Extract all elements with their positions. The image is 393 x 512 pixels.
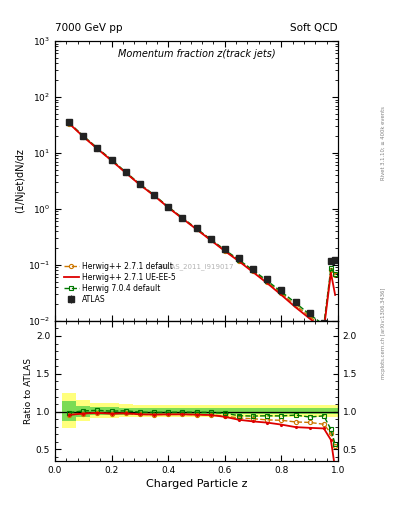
Text: ATLAS_2011_I919017: ATLAS_2011_I919017 [159, 264, 234, 270]
Text: mcplots.cern.ch [arXiv:1306.3436]: mcplots.cern.ch [arXiv:1306.3436] [381, 287, 386, 378]
Legend: Herwig++ 2.7.1 default, Herwig++ 2.7.1 UE-EE-5, Herwig 7.0.4 default, ATLAS: Herwig++ 2.7.1 default, Herwig++ 2.7.1 U… [61, 259, 179, 307]
Herwig++ 2.7.1 UE-EE-5 [109, 158, 114, 164]
Y-axis label: (1/Njet)dN/dz: (1/Njet)dN/dz [15, 148, 25, 214]
Herwig++ 2.7.1 UE-EE-5 [321, 327, 326, 333]
Herwig++ 2.7.1 default [251, 268, 255, 274]
Herwig 7.0.4 default [67, 120, 72, 126]
Herwig++ 2.7.1 default [208, 237, 213, 243]
Herwig++ 2.7.1 UE-EE-5 [95, 146, 100, 152]
Herwig++ 2.7.1 UE-EE-5 [265, 280, 270, 286]
Herwig++ 2.7.1 UE-EE-5 [81, 134, 86, 140]
Herwig 7.0.4 default [208, 236, 213, 242]
Herwig++ 2.7.1 default [95, 146, 100, 152]
Herwig++ 2.7.1 default [166, 204, 171, 210]
X-axis label: Charged Particle z: Charged Particle z [146, 479, 247, 489]
Herwig++ 2.7.1 default [222, 248, 227, 254]
Line: Herwig++ 2.7.1 default: Herwig++ 2.7.1 default [67, 121, 337, 330]
Herwig 7.0.4 default [333, 271, 338, 278]
Herwig++ 2.7.1 default [152, 193, 156, 199]
Text: Soft QCD: Soft QCD [290, 23, 338, 33]
Herwig 7.0.4 default [138, 181, 142, 187]
Herwig++ 2.7.1 default [333, 272, 338, 279]
Herwig 7.0.4 default [123, 169, 128, 175]
Text: Momentum fraction z(track jets): Momentum fraction z(track jets) [118, 49, 275, 59]
Herwig 7.0.4 default [307, 311, 312, 317]
Herwig 7.0.4 default [321, 322, 326, 328]
Herwig++ 2.7.1 default [109, 158, 114, 164]
Herwig++ 2.7.1 UE-EE-5 [329, 270, 333, 276]
Herwig++ 2.7.1 UE-EE-5 [67, 120, 72, 126]
Herwig++ 2.7.1 default [293, 302, 298, 308]
Herwig 7.0.4 default [95, 145, 100, 151]
Herwig++ 2.7.1 default [67, 120, 72, 126]
Herwig++ 2.7.1 UE-EE-5 [237, 258, 241, 264]
Herwig++ 2.7.1 default [329, 267, 333, 273]
Herwig 7.0.4 default [166, 204, 171, 210]
Text: 7000 GeV pp: 7000 GeV pp [55, 23, 123, 33]
Herwig++ 2.7.1 UE-EE-5 [333, 292, 338, 298]
Herwig 7.0.4 default [194, 225, 199, 231]
Herwig 7.0.4 default [237, 257, 241, 263]
Herwig++ 2.7.1 UE-EE-5 [138, 182, 142, 188]
Y-axis label: Ratio to ATLAS: Ratio to ATLAS [24, 358, 33, 424]
Herwig++ 2.7.1 UE-EE-5 [222, 248, 227, 254]
Herwig++ 2.7.1 default [180, 216, 185, 222]
Herwig 7.0.4 default [81, 133, 86, 139]
Herwig 7.0.4 default [109, 157, 114, 163]
Text: Rivet 3.1.10; ≥ 400k events: Rivet 3.1.10; ≥ 400k events [381, 106, 386, 180]
Herwig++ 2.7.1 UE-EE-5 [194, 226, 199, 232]
Herwig++ 2.7.1 UE-EE-5 [180, 216, 185, 222]
Herwig++ 2.7.1 UE-EE-5 [251, 269, 255, 275]
Herwig++ 2.7.1 UE-EE-5 [123, 170, 128, 176]
Line: Herwig 7.0.4 default: Herwig 7.0.4 default [67, 121, 337, 327]
Herwig 7.0.4 default [293, 300, 298, 306]
Herwig++ 2.7.1 default [279, 290, 284, 296]
Herwig++ 2.7.1 default [81, 134, 86, 140]
Herwig++ 2.7.1 default [321, 325, 326, 331]
Herwig++ 2.7.1 default [265, 279, 270, 285]
Herwig++ 2.7.1 default [237, 258, 241, 264]
Herwig 7.0.4 default [279, 289, 284, 295]
Herwig 7.0.4 default [152, 192, 156, 198]
Herwig++ 2.7.1 default [194, 226, 199, 232]
Herwig++ 2.7.1 default [307, 313, 312, 319]
Herwig 7.0.4 default [251, 267, 255, 273]
Herwig++ 2.7.1 UE-EE-5 [208, 237, 213, 243]
Herwig++ 2.7.1 UE-EE-5 [166, 204, 171, 210]
Herwig 7.0.4 default [222, 247, 227, 253]
Herwig++ 2.7.1 UE-EE-5 [152, 193, 156, 199]
Herwig++ 2.7.1 UE-EE-5 [307, 315, 312, 322]
Herwig++ 2.7.1 UE-EE-5 [279, 292, 284, 298]
Herwig++ 2.7.1 default [138, 182, 142, 188]
Herwig 7.0.4 default [329, 265, 333, 271]
Herwig++ 2.7.1 UE-EE-5 [293, 304, 298, 310]
Line: Herwig++ 2.7.1 UE-EE-5: Herwig++ 2.7.1 UE-EE-5 [69, 123, 335, 330]
Herwig 7.0.4 default [265, 278, 270, 284]
Herwig++ 2.7.1 default [123, 170, 128, 176]
Herwig 7.0.4 default [180, 215, 185, 221]
